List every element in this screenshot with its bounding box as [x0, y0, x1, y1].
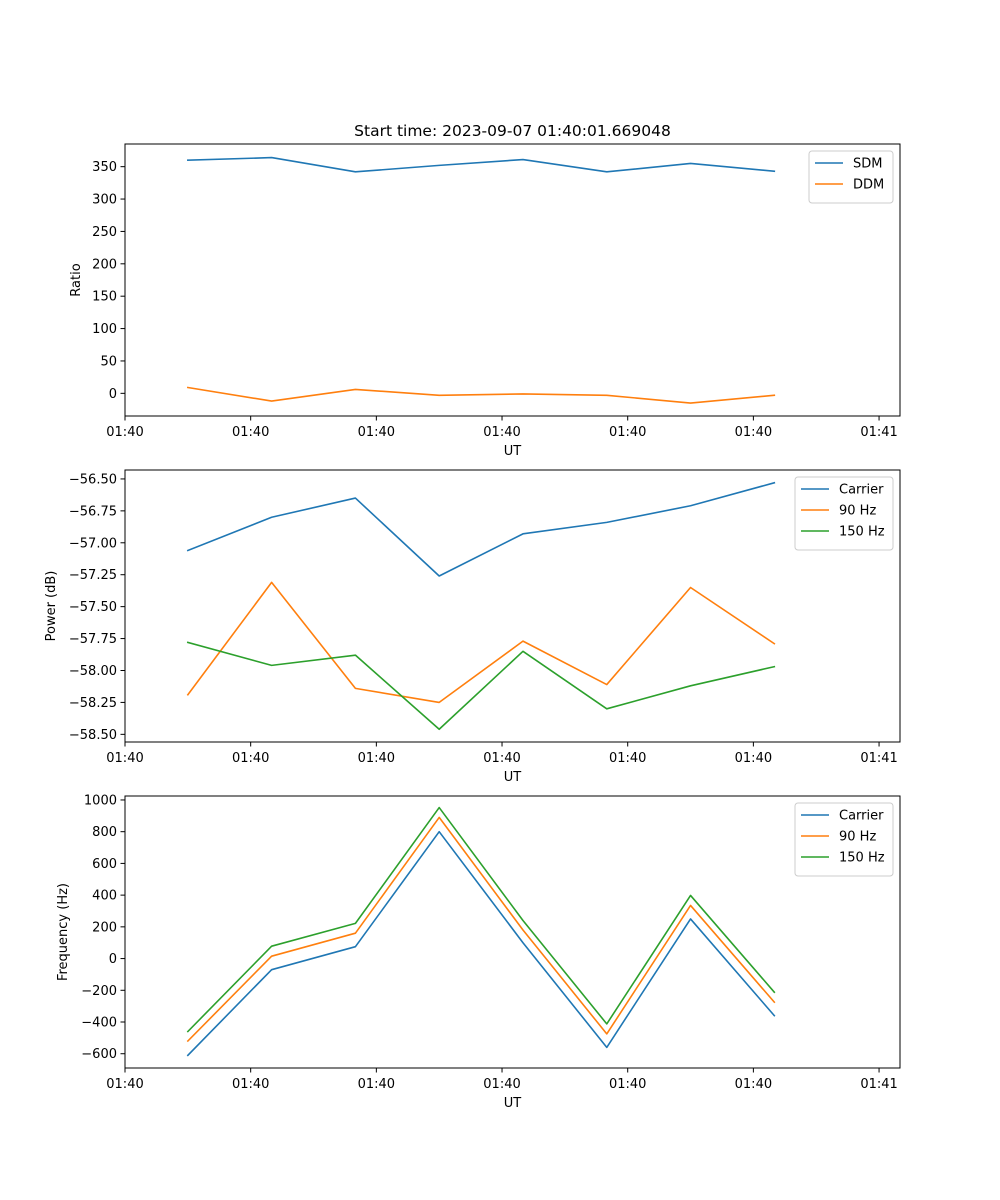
y-tick-label: 200: [92, 920, 117, 935]
chart-title: Start time: 2023-09-07 01:40:01.669048: [354, 122, 671, 140]
legend-frame: [808, 150, 894, 204]
y-tick-label: −58.50: [69, 728, 117, 743]
y-tick-label: −58.00: [69, 664, 117, 679]
x-tick-label: 01:40: [735, 1077, 772, 1092]
x-axis-label: UT: [504, 1096, 522, 1111]
y-tick-label: −57.75: [69, 632, 117, 647]
x-tick-label: 01:40: [232, 751, 269, 766]
axes-frame: [124, 143, 901, 417]
x-tick-label: 01:40: [735, 425, 772, 440]
legend-label: Carrier: [839, 809, 884, 824]
y-tick-label: −56.50: [69, 472, 117, 487]
x-tick-label: 01:40: [232, 425, 269, 440]
legend-label: SDM: [853, 157, 882, 172]
y-tick-label: −57.25: [69, 568, 117, 583]
series-line-ddm: [186, 386, 776, 404]
y-axis-label: Frequency (Hz): [56, 883, 71, 981]
series-line-90-hz: [186, 816, 776, 1043]
axes-frame: [124, 795, 901, 1069]
chart-1: 01:40 01:40 01:40 01:40 01:40 01:40 01:41 0 50 10…: [69, 122, 901, 459]
x-tick-label: 01:40: [106, 751, 143, 766]
x-axis-label: UT: [504, 770, 522, 785]
axes-frame: [124, 469, 901, 743]
series-line-150-hz: [186, 806, 776, 1033]
y-tick-label: 300: [92, 193, 117, 208]
x-tick-label: 01:40: [483, 751, 520, 766]
series-line-90-hz: [186, 581, 776, 704]
y-tick-label: 800: [92, 825, 117, 840]
x-tick-label: 01:40: [609, 751, 646, 766]
x-tick-label: 01:40: [483, 1077, 520, 1092]
legend: SDM DDM: [808, 150, 894, 204]
x-tick-label: 01:40: [232, 1077, 269, 1092]
x-tick-label: 01:41: [860, 425, 897, 440]
legend-label: 150 Hz: [839, 525, 885, 540]
series-line-sdm: [187, 156, 776, 173]
x-tick-label: 01:40: [106, 1077, 143, 1092]
x-tick-label: 01:41: [860, 1077, 897, 1092]
legend: Carrier 90 Hz 150 Hz: [794, 476, 894, 551]
x-tick-label: 01:40: [358, 1077, 395, 1092]
legend: Carrier 90 Hz 150 Hz: [794, 802, 894, 877]
y-tick-label: 150: [92, 290, 117, 305]
y-axis-label: Ratio: [69, 263, 84, 296]
series-line-carrier: [186, 830, 776, 1057]
y-tick-label: 100: [92, 322, 117, 337]
x-tick-label: 01:40: [609, 1077, 646, 1092]
y-tick-label: 200: [92, 257, 117, 272]
x-axis-label: UT: [504, 444, 522, 459]
chart-3: 01:40 01:40 01:40 01:40 01:40 01:40 01:41 −600 −…: [56, 793, 901, 1111]
series-line-carrier: [186, 481, 776, 577]
y-axis-label: Power (dB): [44, 571, 59, 642]
y-tick-label: 0: [109, 952, 117, 967]
legend-label: 90 Hz: [839, 504, 876, 519]
x-tick-label: 01:40: [735, 751, 772, 766]
x-tick-label: 01:41: [860, 751, 897, 766]
y-tick-label: 1000: [84, 793, 117, 808]
legend-label: Carrier: [839, 483, 884, 498]
y-tick-label: −200: [81, 984, 117, 999]
y-tick-label: −57.50: [69, 600, 117, 615]
y-tick-label: −57.00: [69, 536, 117, 551]
chart-2: 01:40 01:40 01:40 01:40 01:40 01:40 01:41 −58.5…: [44, 469, 901, 785]
legend-label: 150 Hz: [839, 851, 885, 866]
y-tick-label: −58.25: [69, 696, 117, 711]
y-tick-label: 0: [109, 387, 117, 402]
legend-label: DDM: [853, 178, 884, 193]
x-tick-label: 01:40: [609, 425, 646, 440]
y-tick-label: −600: [81, 1047, 117, 1062]
y-tick-label: 600: [92, 857, 117, 872]
legend-label: 90 Hz: [839, 830, 876, 845]
y-tick-label: 400: [92, 889, 117, 904]
y-tick-label: −56.75: [69, 504, 117, 519]
y-tick-label: 250: [92, 225, 117, 240]
y-tick-label: 350: [92, 160, 117, 175]
x-tick-label: 01:40: [106, 425, 143, 440]
series-line-150-hz: [186, 641, 776, 731]
y-tick-label: −400: [81, 1016, 117, 1031]
x-tick-label: 01:40: [358, 751, 395, 766]
x-tick-label: 01:40: [358, 425, 395, 440]
y-tick-label: 50: [100, 354, 117, 369]
x-tick-label: 01:40: [483, 425, 520, 440]
